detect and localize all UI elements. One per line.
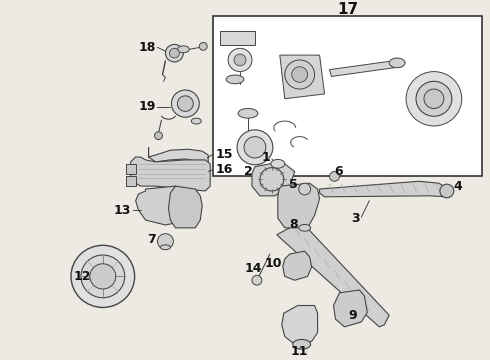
- Ellipse shape: [238, 108, 258, 118]
- Polygon shape: [131, 157, 210, 191]
- Text: 15: 15: [215, 148, 233, 161]
- Polygon shape: [334, 290, 368, 327]
- Ellipse shape: [177, 46, 189, 53]
- Text: 10: 10: [264, 257, 282, 270]
- Ellipse shape: [161, 245, 171, 250]
- Polygon shape: [282, 306, 318, 344]
- Text: 4: 4: [454, 180, 463, 193]
- Text: 18: 18: [138, 41, 155, 54]
- Circle shape: [177, 96, 193, 111]
- Polygon shape: [148, 147, 208, 164]
- Polygon shape: [278, 183, 319, 228]
- Circle shape: [166, 44, 183, 62]
- Circle shape: [170, 48, 179, 58]
- Polygon shape: [252, 164, 294, 196]
- Ellipse shape: [226, 75, 244, 84]
- Text: 13: 13: [113, 204, 131, 217]
- Polygon shape: [136, 186, 190, 225]
- Circle shape: [234, 54, 246, 66]
- Circle shape: [299, 183, 311, 195]
- Ellipse shape: [249, 134, 267, 141]
- Text: 8: 8: [289, 219, 298, 231]
- Circle shape: [406, 72, 462, 126]
- Ellipse shape: [299, 224, 311, 231]
- Text: 14: 14: [245, 262, 262, 275]
- Text: 9: 9: [349, 309, 357, 322]
- Polygon shape: [169, 186, 202, 228]
- Circle shape: [440, 184, 454, 198]
- Circle shape: [244, 137, 266, 158]
- Circle shape: [154, 132, 163, 140]
- Text: 17: 17: [337, 2, 358, 17]
- Text: 6: 6: [335, 165, 343, 178]
- Polygon shape: [280, 55, 324, 99]
- Circle shape: [285, 60, 315, 89]
- Circle shape: [90, 264, 116, 289]
- Circle shape: [237, 130, 273, 165]
- Circle shape: [199, 42, 207, 50]
- Text: 11: 11: [291, 345, 308, 357]
- Polygon shape: [125, 164, 136, 174]
- Circle shape: [292, 67, 308, 82]
- Polygon shape: [329, 60, 401, 76]
- Circle shape: [329, 172, 340, 181]
- Polygon shape: [220, 31, 255, 45]
- Polygon shape: [125, 176, 136, 186]
- Bar: [213, 16, 482, 176]
- Text: 19: 19: [138, 100, 155, 113]
- Circle shape: [71, 245, 135, 307]
- Text: 16: 16: [215, 163, 233, 176]
- Text: 5: 5: [289, 178, 298, 191]
- Circle shape: [81, 255, 124, 298]
- Circle shape: [157, 234, 173, 249]
- Ellipse shape: [271, 159, 285, 168]
- Ellipse shape: [191, 118, 201, 124]
- Circle shape: [424, 89, 444, 108]
- Text: 12: 12: [74, 270, 91, 283]
- Ellipse shape: [389, 58, 405, 68]
- Text: 1: 1: [261, 150, 270, 163]
- Ellipse shape: [293, 339, 311, 349]
- Circle shape: [172, 90, 199, 117]
- Circle shape: [416, 81, 452, 116]
- Polygon shape: [319, 181, 449, 197]
- Circle shape: [228, 48, 252, 72]
- Polygon shape: [277, 222, 389, 327]
- Text: 3: 3: [351, 212, 359, 225]
- Text: 2: 2: [244, 165, 253, 178]
- Polygon shape: [283, 251, 312, 280]
- Circle shape: [260, 168, 284, 191]
- Text: 7: 7: [147, 233, 155, 246]
- Circle shape: [252, 275, 262, 285]
